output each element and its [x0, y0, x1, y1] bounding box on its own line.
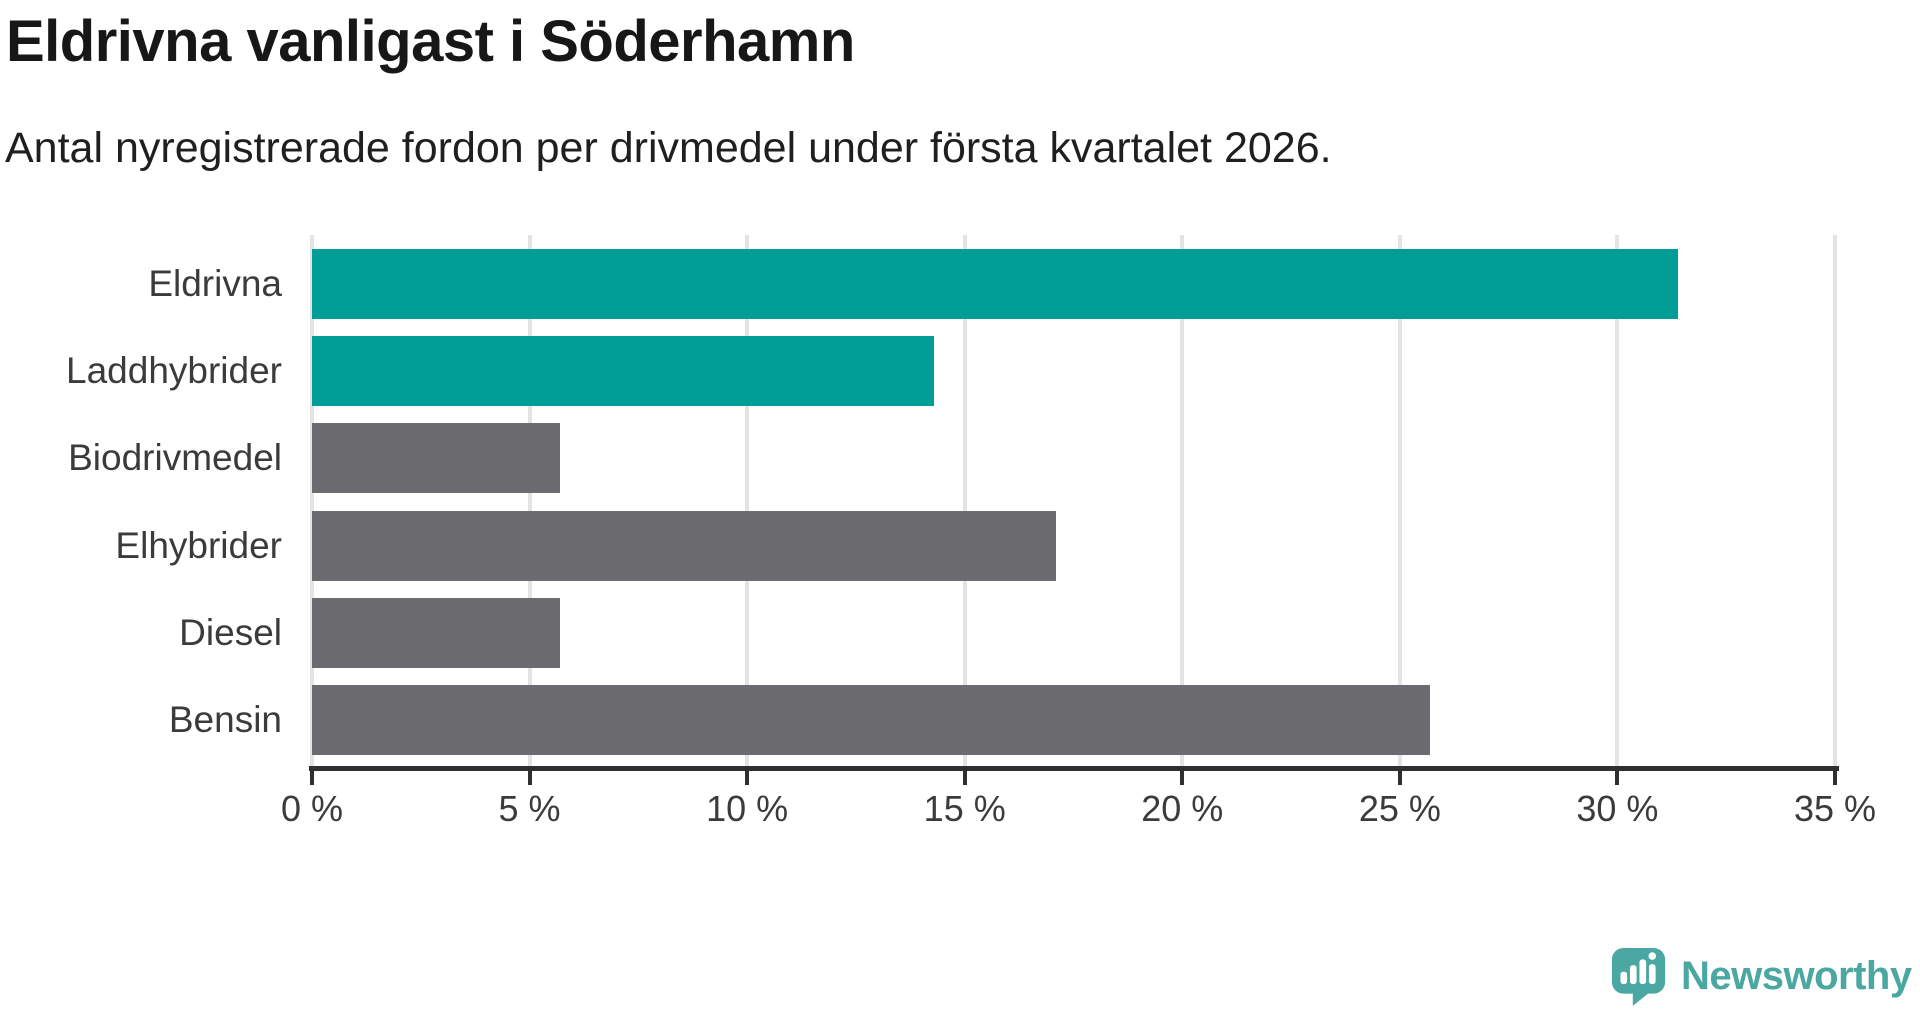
- x-axis-tick-label-5: 5 %: [498, 788, 561, 829]
- x-axis-tick-20: [1180, 771, 1185, 785]
- x-axis-tick-label-0: 0 %: [280, 788, 344, 829]
- x-axis-tick-10: [745, 771, 750, 785]
- x-axis-tick-5: [527, 771, 532, 785]
- x-axis-tick-0: [310, 771, 314, 785]
- category-label-laddhybrider: Laddhybrider: [66, 350, 282, 392]
- x-axis-tick-label-20: 20 %: [1141, 788, 1224, 829]
- bar-elhybrider: [312, 510, 1057, 581]
- x-axis-line: [309, 766, 1839, 771]
- newsworthy-logo: Newsworthy: [1610, 946, 1912, 1006]
- bar-biodrivmedel: [312, 423, 561, 494]
- gridline-30: [1615, 235, 1620, 766]
- category-label-bensin: Bensin: [168, 699, 282, 740]
- gridline-20: [1180, 235, 1185, 766]
- gridline-15: [962, 235, 967, 766]
- x-axis-tick-30: [1615, 771, 1620, 785]
- gridline-0: [310, 235, 314, 766]
- gridline-10: [745, 235, 750, 766]
- x-axis-tick-label-35: 35 %: [1793, 788, 1877, 829]
- gridline-5: [527, 235, 532, 766]
- category-label-diesel: Diesel: [179, 611, 282, 653]
- category-label-elhybrider: Elhybrider: [115, 524, 282, 566]
- x-axis-tick-label-15: 15 %: [923, 788, 1006, 829]
- newsworthy-chart-bubble-icon: [1611, 947, 1666, 1006]
- gridline-25: [1397, 235, 1402, 766]
- x-axis-tick-35: [1833, 771, 1837, 785]
- category-label-biodrivmedel: Biodrivmedel: [68, 437, 282, 479]
- x-axis-tick-label-30: 30 %: [1576, 788, 1659, 829]
- chart-title: Eldrivna vanligast i Söderhamn: [6, 9, 855, 74]
- x-axis-tick-15: [962, 771, 967, 785]
- x-axis-tick-25: [1397, 771, 1402, 785]
- bar-chart: 0 % 5 % 10 % 15 % 20 % 25 % 30 % 35 % Eldrivna La…: [0, 235, 1920, 875]
- gridline-35: [1833, 235, 1837, 766]
- chart-subtitle: Antal nyregistrerade fordon per drivmede…: [5, 124, 1332, 172]
- bar-diesel: [312, 597, 561, 668]
- x-axis-tick-label-25: 25 %: [1358, 788, 1441, 829]
- bar-laddhybrider: [312, 336, 935, 407]
- x-axis-tick-label-10: 10 %: [706, 788, 789, 829]
- bar-bensin: [312, 685, 1431, 755]
- newsworthy-logo-text: Newsworthy: [1681, 953, 1912, 998]
- bar-eldrivna: [312, 249, 1679, 319]
- plot-area: [310, 235, 1837, 766]
- category-label-eldrivna: Eldrivna: [148, 263, 282, 304]
